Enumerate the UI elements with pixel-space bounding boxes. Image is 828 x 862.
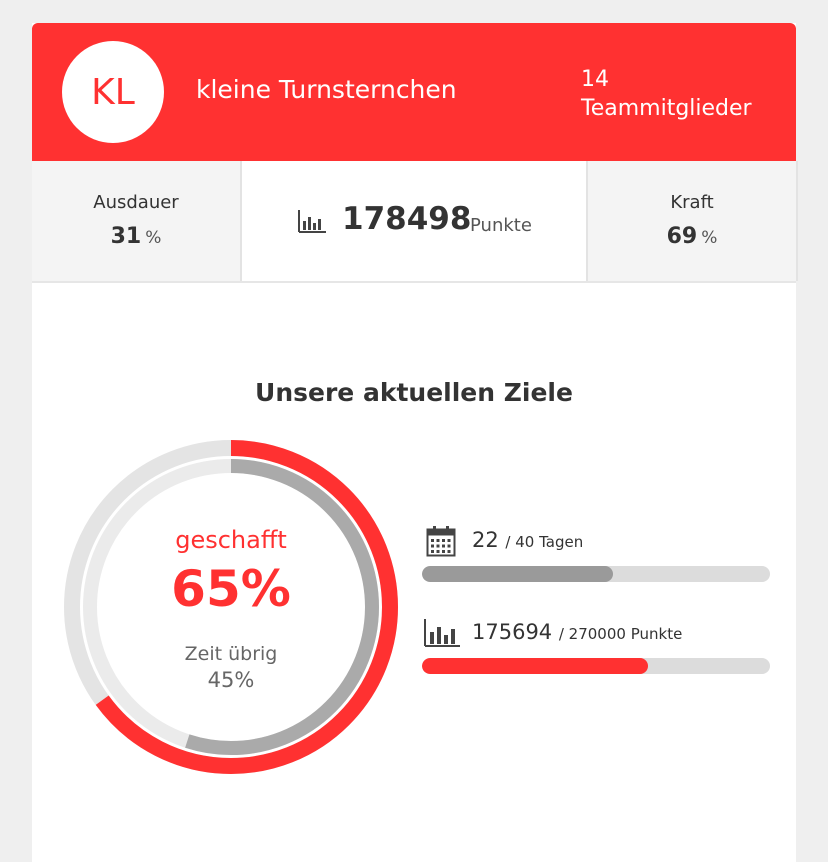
bar-chart-icon: [424, 619, 460, 647]
goals-title: Unsere aktuellen Ziele: [255, 378, 573, 407]
team-header: KL kleine Turnsternchen 14 Teammitgliede…: [32, 23, 796, 161]
avatar-initials: KL: [91, 71, 135, 113]
team-avatar: KL: [62, 41, 164, 143]
endurance-value: 31%: [32, 224, 240, 249]
points-progress-fill: [422, 658, 649, 674]
team-card: KL kleine Turnsternchen 14 Teammitgliede…: [32, 23, 798, 862]
bar-chart-icon: [298, 210, 326, 233]
points-unit: Punkte: [470, 215, 532, 236]
stat-points: 178498 Punkte: [242, 161, 586, 281]
members-count: 14: [581, 67, 609, 92]
ring-time-label: Zeit übrig: [184, 643, 278, 665]
points-goal-text: 175694 / 270000 Punkte: [472, 620, 682, 644]
ring-inner-progress: [83, 459, 379, 755]
ring-done-label: geschafft: [175, 526, 287, 554]
endurance-unit: %: [145, 228, 162, 248]
calendar-icon: [426, 526, 456, 557]
points-value: 178498: [342, 201, 472, 237]
points-progress-bar: [422, 658, 770, 674]
team-members: 14 Teammitglieder: [581, 65, 752, 123]
members-label: Teammitglieder: [581, 96, 752, 121]
ring-outer-progress: [64, 440, 398, 774]
days-progress-bar: [422, 566, 770, 582]
days-current: 22: [472, 528, 499, 552]
points-goal-current: 175694: [472, 620, 553, 644]
stats-row: Ausdauer 31% 178498 Punkte Kraft 69%: [32, 161, 798, 283]
strength-number: 69: [666, 224, 698, 249]
points-goal-target: / 270000 Punkte: [558, 625, 683, 643]
stat-strength: Kraft 69%: [586, 161, 798, 281]
strength-unit: %: [701, 228, 718, 248]
progress-ring: [64, 440, 398, 774]
strength-value: 69%: [588, 224, 796, 249]
days-goal-text: 22 / 40 Tagen: [472, 528, 583, 552]
ring-done-percent: 65%: [171, 560, 291, 618]
endurance-number: 31: [110, 224, 142, 249]
stat-endurance: Ausdauer 31%: [32, 161, 242, 281]
strength-label: Kraft: [670, 192, 714, 213]
endurance-label: Ausdauer: [93, 192, 179, 213]
team-name: kleine Turnsternchen: [196, 75, 457, 104]
days-progress-fill: [422, 566, 614, 582]
days-target: / 40 Tagen: [505, 533, 584, 551]
ring-time-percent: 45%: [207, 668, 255, 692]
